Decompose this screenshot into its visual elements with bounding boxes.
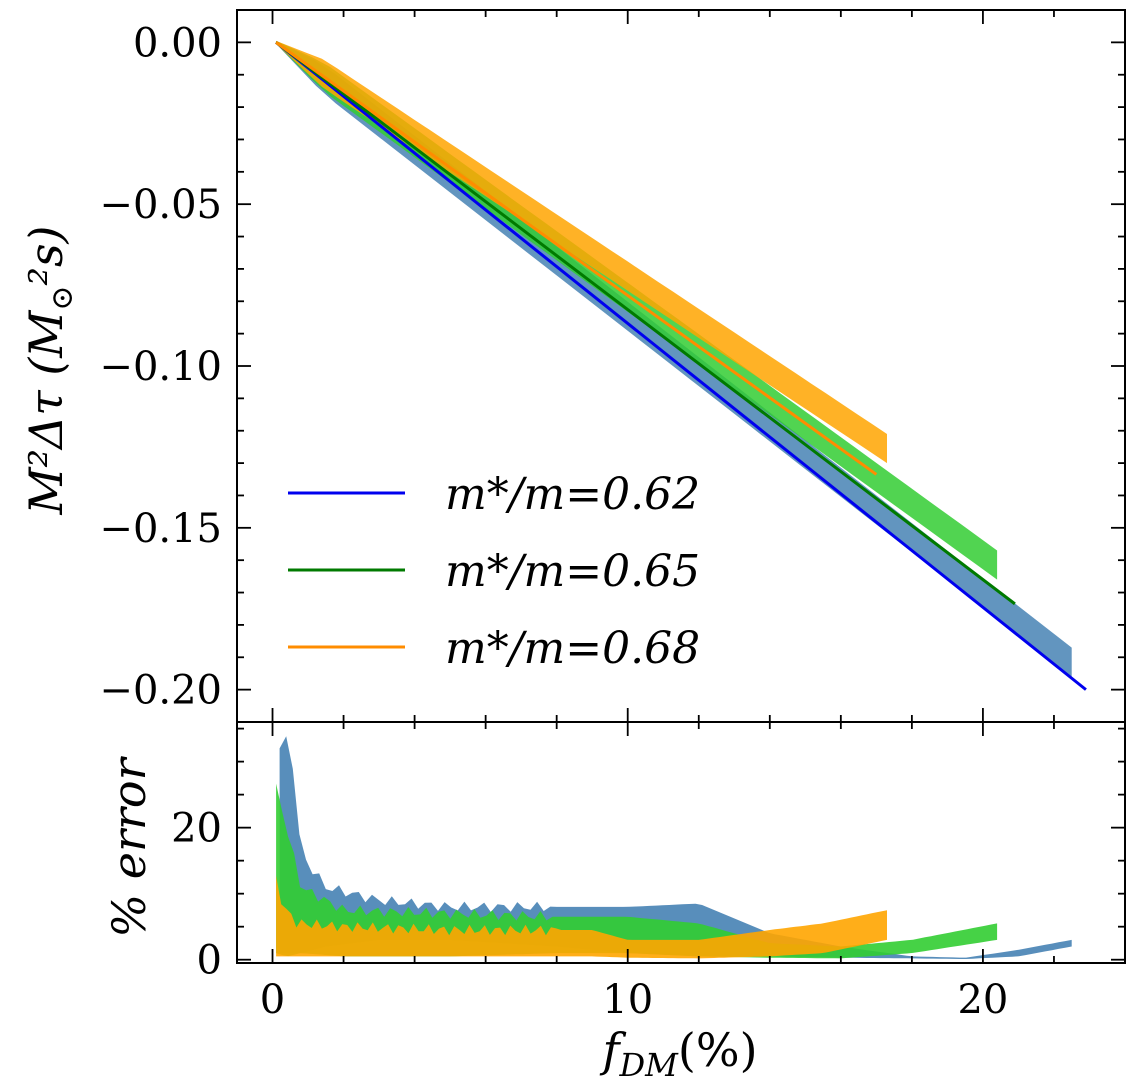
fit-line-1	[275, 41, 1087, 691]
bottom-y-tick-label: 0	[197, 938, 222, 984]
bottom-y-tick-label: 20	[171, 806, 222, 852]
top-scatter-band-3	[276, 40, 888, 464]
legend-label-2: m*/m=0.65	[445, 546, 700, 597]
fit-line-2	[275, 41, 1016, 606]
error-scatter-region-3	[276, 875, 888, 959]
top-y-tick-label: −0.15	[99, 506, 222, 552]
legend-label-1: m*/m=0.62	[445, 469, 700, 520]
top-fit-lines	[275, 41, 1087, 691]
x-tick-label: 10	[602, 977, 653, 1023]
axis-ticks	[237, 9, 1126, 963]
x-tick-label: 20	[957, 977, 1008, 1023]
legend: m*/m=0.62 m*/m=0.65 m*/m=0.68	[288, 469, 700, 674]
top-y-tick-label: −0.05	[99, 182, 222, 228]
x-tick-label: 0	[260, 977, 285, 1023]
fit-line-3	[275, 41, 878, 476]
error-scatter-region-2	[276, 783, 998, 959]
top-y-tick-label: 0.00	[133, 20, 222, 66]
axis-tick-labels: 0 10 20 0.00 −0.05 −0.10 −0.15 −0.20 0 20	[99, 20, 1008, 1023]
top-y-tick-label: −0.10	[99, 344, 222, 390]
bottom-y-axis-title: % error	[102, 755, 156, 937]
top-y-axis-title: M²Δτ (M⊙²s)	[19, 225, 80, 515]
legend-label-3: m*/m=0.68	[445, 623, 700, 674]
bottom-axes-frame	[236, 721, 1126, 964]
top-y-tick-label: −0.20	[99, 668, 222, 714]
x-axis-title: fDM(%)	[599, 1023, 757, 1076]
bottom-error-scatter	[276, 736, 1072, 959]
